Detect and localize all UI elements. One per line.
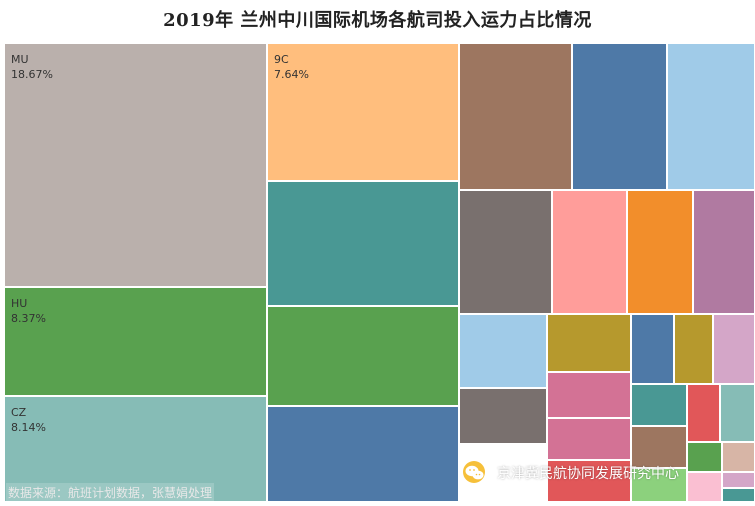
- treemap-cell: [687, 442, 722, 472]
- treemap-cell: [631, 468, 687, 502]
- treemap-label: CZ 8.14%: [11, 405, 46, 435]
- airline-code: HU: [11, 297, 28, 310]
- treemap-cell: [687, 472, 722, 502]
- share-value: 8.14%: [11, 421, 46, 434]
- treemap-label: HU 8.37%: [11, 296, 46, 326]
- treemap-cell: [722, 488, 755, 502]
- airline-code: CZ: [11, 406, 27, 419]
- treemap-cell-hu: HU 8.37%: [4, 287, 267, 396]
- chart-title: 2019年 兰州中川国际机场各航司投入运力占比情况: [163, 10, 592, 31]
- treemap-cell-cz: CZ 8.14%: [4, 396, 267, 502]
- treemap-cell: [547, 372, 631, 418]
- treemap-cell: [720, 384, 755, 442]
- source-note: 数据来源：航班计划数据，张慧娟处理: [6, 483, 215, 502]
- treemap-cell: [547, 460, 631, 502]
- treemap-cell: [547, 418, 631, 460]
- treemap-cell: [572, 43, 667, 190]
- treemap-cell: [459, 388, 547, 444]
- treemap-cell: [722, 442, 755, 472]
- watermark: 京津冀民航协同发展研究中心: [459, 458, 755, 488]
- share-value: 8.37%: [11, 312, 46, 325]
- treemap-cell: [267, 181, 459, 306]
- airline-code: MU: [11, 53, 29, 66]
- treemap-cell: [267, 306, 459, 406]
- share-value: 7.64%: [274, 68, 309, 81]
- treemap-cell: [674, 314, 713, 384]
- treemap-cell: [693, 190, 755, 314]
- treemap-cell: [631, 314, 674, 384]
- treemap-cell: [667, 43, 755, 190]
- treemap-cell: [687, 384, 720, 442]
- share-value: 18.67%: [11, 68, 53, 81]
- treemap-cell: [713, 314, 755, 384]
- treemap-cell: [627, 190, 693, 314]
- watermark-text: 京津冀民航协同发展研究中心: [497, 466, 679, 482]
- treemap-cell-9c: 9C 7.64%: [267, 43, 459, 181]
- treemap-cell: [459, 43, 572, 190]
- wechat-icon: [463, 461, 485, 483]
- treemap-label: MU 18.67%: [11, 52, 53, 82]
- treemap-cell: [459, 314, 547, 388]
- airline-code: 9C: [274, 53, 289, 66]
- treemap-cell: [547, 314, 631, 372]
- treemap-cell: [459, 190, 552, 314]
- treemap-cell: [552, 190, 627, 314]
- treemap-label: 9C 7.64%: [274, 52, 309, 82]
- treemap-cell-mu: MU 18.67%: [4, 43, 267, 287]
- treemap-cell: [631, 384, 687, 426]
- treemap-cell: [631, 426, 687, 468]
- treemap-cell: [267, 406, 459, 502]
